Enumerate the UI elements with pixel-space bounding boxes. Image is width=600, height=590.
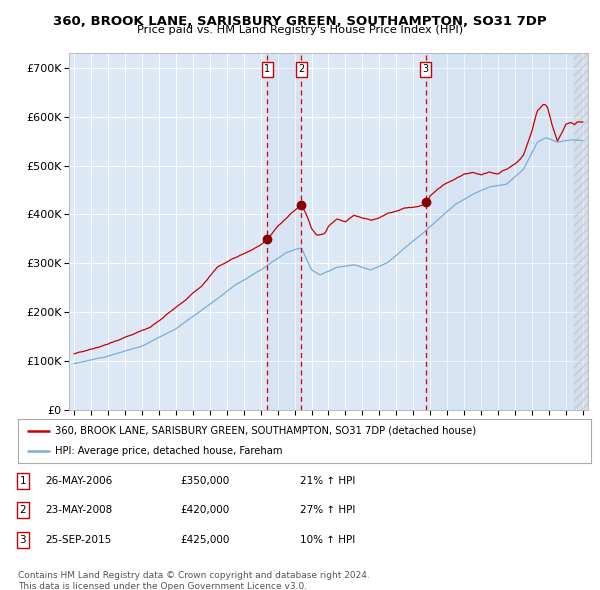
Bar [425,53,574,410]
Text: 360, BROOK LANE, SARISBURY GREEN, SOUTHAMPTON, SO31 7DP: 360, BROOK LANE, SARISBURY GREEN, SOUTHA… [53,15,547,28]
Text: 23-MAY-2008: 23-MAY-2008 [45,506,112,515]
Text: 360, BROOK LANE, SARISBURY GREEN, SOUTHAMPTON, SO31 7DP (detached house): 360, BROOK LANE, SARISBURY GREEN, SOUTHA… [55,426,476,436]
Text: £425,000: £425,000 [180,535,229,545]
Text: 1: 1 [264,64,271,74]
Text: 27% ↑ HPI: 27% ↑ HPI [300,506,355,515]
Text: 21% ↑ HPI: 21% ↑ HPI [300,476,355,486]
Text: 1: 1 [19,476,26,486]
Text: 25-SEP-2015: 25-SEP-2015 [45,535,111,545]
Text: 3: 3 [422,64,429,74]
Text: £350,000: £350,000 [180,476,229,486]
Text: HPI: Average price, detached house, Fareham: HPI: Average price, detached house, Fare… [55,446,283,456]
Text: Price paid vs. HM Land Registry's House Price Index (HPI): Price paid vs. HM Land Registry's House … [137,25,463,35]
Text: 26-MAY-2006: 26-MAY-2006 [45,476,112,486]
Text: 3: 3 [19,535,26,545]
Bar [267,53,301,410]
Text: Contains HM Land Registry data © Crown copyright and database right 2024.
This d: Contains HM Land Registry data © Crown c… [18,571,370,590]
Bar [574,53,588,410]
Text: 10% ↑ HPI: 10% ↑ HPI [300,535,355,545]
Text: £420,000: £420,000 [180,506,229,515]
Text: 2: 2 [19,506,26,515]
Text: 2: 2 [298,64,304,74]
